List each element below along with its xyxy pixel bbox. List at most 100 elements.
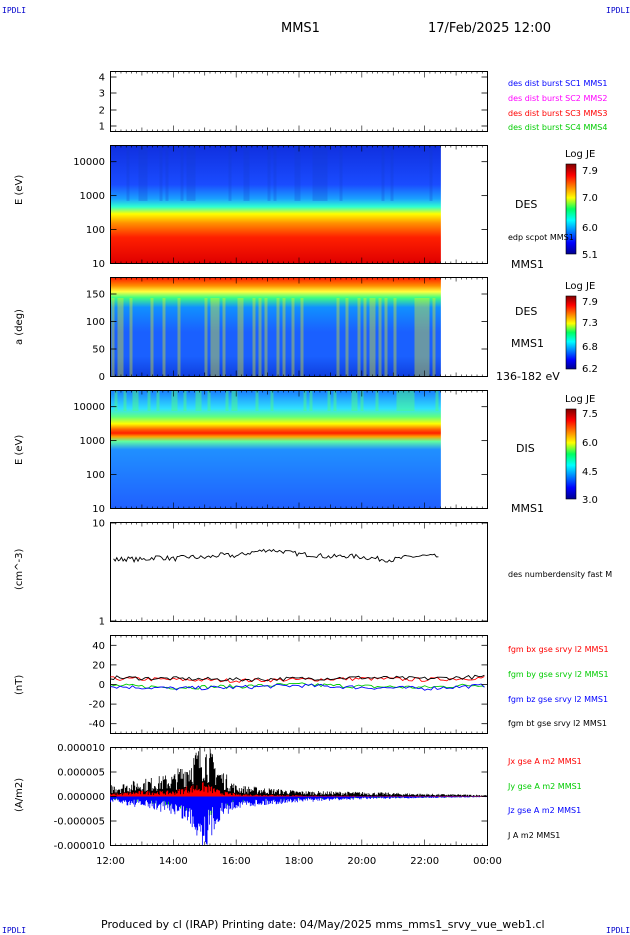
spectrograms <box>111 146 441 508</box>
des-pitch-y-tick: 0 <box>99 372 105 383</box>
dis-texture-strip <box>231 391 235 411</box>
des-texture-strip <box>318 146 322 201</box>
j-series <box>110 746 488 797</box>
dis-texture-strip <box>375 391 379 411</box>
current-y-tick: -0.000005 <box>54 817 105 828</box>
des-texture-strip <box>429 146 433 201</box>
density-legend: des numberdensity fast M <box>508 570 613 579</box>
pitch-texture-strip <box>426 298 430 376</box>
current-ylabel: (A/m2) <box>14 777 25 812</box>
pitch-texture-strip <box>204 298 208 376</box>
current-y-tick: -0.000010 <box>54 841 105 852</box>
des-pitch-ylabel: a (deg) <box>14 309 25 345</box>
des-pitch-colorbar <box>565 295 577 370</box>
density-frame <box>110 522 488 622</box>
pitch-texture-strip <box>177 298 181 376</box>
dis-texture-strip <box>171 391 175 411</box>
des-texture-strip <box>165 146 169 201</box>
des-pitch-y-tick: 50 <box>92 345 105 356</box>
des-texture-strip <box>243 146 247 201</box>
des-texture-strip <box>228 146 232 201</box>
burst-legend-c3: des dist burst SC3 MMS3 <box>508 109 608 118</box>
des-energy-y-tick: 10000 <box>73 157 105 168</box>
dis-texture-strip <box>123 391 127 411</box>
burst-y-tick: 1 <box>99 122 105 133</box>
pitch-texture-strip <box>222 298 226 376</box>
pitch-texture-strip <box>150 298 154 376</box>
bfield-legend-bz: fgm bz gse srvy l2 MMS1 <box>508 695 609 704</box>
time-tick-label: 18:00 <box>285 856 314 867</box>
dis-texture-strip <box>351 391 355 411</box>
burst-y-tick: 2 <box>99 106 105 117</box>
dis-texture-strip <box>408 391 412 411</box>
dis-texture-strip <box>270 391 274 411</box>
des-texture-strip <box>390 146 394 201</box>
pitch-texture-strip <box>363 298 367 376</box>
pitch-texture-strip <box>213 298 217 376</box>
dis-texture-strip <box>156 391 160 411</box>
des-pitch-cb-tick-1: 7.9 <box>582 297 598 308</box>
dis-energy-spectrogram <box>111 391 441 508</box>
dis-texture-strip <box>405 391 409 411</box>
dis-energy-label: DIS <box>516 442 535 455</box>
des-pitch-spectrogram <box>111 278 441 376</box>
dis-texture-strip <box>402 391 406 411</box>
des-energy-cb-tick-4: 5.1 <box>582 250 598 261</box>
time-tick-label: 12:00 <box>96 856 125 867</box>
bfield-y-tick: 20 <box>92 660 105 671</box>
burst-legend-c1: des dist burst SC1 MMS1 <box>508 79 608 88</box>
pitch-texture-strip <box>378 298 382 376</box>
bfield-y-tick: 0 <box>99 680 105 691</box>
dis-texture-strip <box>309 391 313 411</box>
dis-texture-strip <box>195 391 199 411</box>
des-texture-strip <box>192 146 196 201</box>
pitch-texture-strip <box>423 298 427 376</box>
burst-legend-c2: des dist burst SC2 MMS2 <box>508 94 608 103</box>
des-texture-strip <box>381 146 385 201</box>
corner-label-top-left: IPDLI <box>2 6 27 15</box>
pitch-texture-strip <box>345 298 349 376</box>
pitch-texture-strip <box>291 298 295 376</box>
bfield-frame <box>110 635 488 734</box>
des-texture-strip <box>189 146 193 201</box>
pitch-texture-strip <box>162 298 166 376</box>
bz-line <box>110 683 485 691</box>
dis-texture-strip <box>360 391 364 411</box>
des-energy-cb-tick-3: 6.0 <box>582 223 598 234</box>
corner-label-bottom-left: IPDLI <box>2 926 27 935</box>
dis-energy-cb-tick-1: 7.5 <box>582 409 598 420</box>
des-texture-strip <box>144 146 148 201</box>
des-energy-colorbar <box>565 163 577 255</box>
des-energy-spectrogram <box>111 146 441 263</box>
current-legend-jy: Jy gse A m2 MMS1 <box>508 782 582 791</box>
des-texture-strip <box>312 146 316 201</box>
des-pitch-y-tick: 150 <box>86 290 105 301</box>
dis-texture-strip <box>399 391 403 411</box>
pitch-texture-strip <box>414 298 418 376</box>
des-texture-strip <box>321 146 325 201</box>
pitch-texture-strip <box>384 298 388 376</box>
current-y-tick: 0.000010 <box>57 743 105 754</box>
burst-y-tick: 3 <box>99 89 105 100</box>
des-pitch-colorbar-title: Log JE <box>565 281 596 292</box>
bfield-legend-bx: fgm bx gse srvy l2 MMS1 <box>508 645 609 654</box>
time-tick-label: 16:00 <box>222 856 251 867</box>
des-pitch-cb-tick-2: 7.3 <box>582 318 598 329</box>
des-texture-strip <box>339 146 343 201</box>
pitch-texture-strip <box>372 298 376 376</box>
des-texture-strip <box>324 146 328 201</box>
des-energy-ylabel: E (eV) <box>14 174 25 205</box>
time-tick-label: 14:00 <box>159 856 188 867</box>
des-texture-strip <box>294 146 298 201</box>
dis-texture-strip <box>135 391 139 411</box>
pitch-texture-strip <box>210 298 214 376</box>
current-legend-j: J A m2 MMS1 <box>508 831 561 840</box>
burst-y-tick: 4 <box>99 73 105 84</box>
dis-texture-strip <box>174 391 178 411</box>
dis-texture-strip <box>333 391 337 411</box>
pitch-texture-strip <box>264 298 268 376</box>
dis-texture-strip <box>207 391 211 411</box>
current-legend-jx: Jx gse A m2 MMS1 <box>508 757 582 766</box>
density-y-tick: 1 <box>99 617 105 628</box>
pitch-texture-strip <box>432 298 436 376</box>
